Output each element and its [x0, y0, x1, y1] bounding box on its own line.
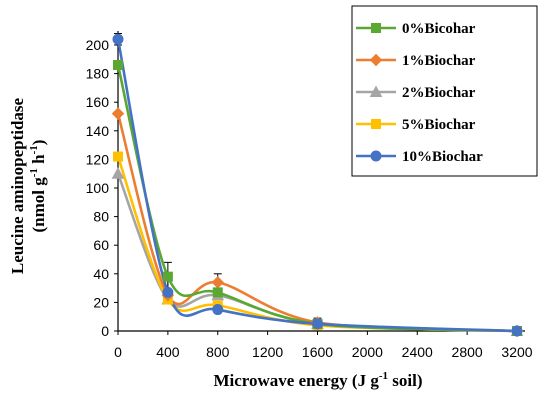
legend-label: 2%Biochar — [402, 85, 476, 101]
y-tick-label: 40 — [93, 266, 109, 282]
data-point — [212, 304, 224, 316]
y-axis-title-line2: (nmol g-1 h-1) — [28, 140, 48, 233]
data-point — [113, 151, 123, 162]
y-tick-label: 0 — [101, 323, 109, 339]
y-tick-labels: 0 20 40 60 80 100 120 140 160 180 200 — [86, 37, 110, 339]
y-axis-title: Leucine aminopeptidase (nmol g-1 h-1) — [8, 97, 48, 274]
data-point — [212, 287, 223, 298]
y-axis-title-line1: Leucine aminopeptidase — [8, 97, 27, 274]
x-tick-label: 1600 — [302, 344, 333, 360]
y-tick-label: 140 — [86, 123, 110, 139]
x-tick-label: 2400 — [402, 344, 433, 360]
series-markers — [111, 33, 524, 338]
data-point — [112, 33, 124, 45]
legend-label: 10%Biochar — [402, 149, 483, 165]
y-tick-label: 20 — [93, 294, 109, 310]
x-tick-label: 2800 — [452, 344, 483, 360]
data-point — [113, 60, 123, 71]
x-tick-label: 3200 — [501, 344, 532, 360]
legend-swatch-marker — [369, 85, 383, 97]
data-point — [162, 271, 173, 282]
y-tick-label: 80 — [93, 209, 109, 225]
series-line — [116, 173, 518, 333]
y-tick-label: 100 — [86, 180, 110, 196]
legend-swatch-marker — [370, 150, 382, 162]
data-point — [111, 107, 125, 120]
x-tick-label: 2000 — [352, 344, 383, 360]
data-point — [511, 325, 523, 337]
x-tick-label: 1200 — [252, 344, 283, 360]
x-tick-label: 400 — [156, 344, 180, 360]
legend-swatch-marker — [369, 53, 383, 67]
legend-swatch-marker — [371, 23, 381, 33]
y-tick-label: 160 — [86, 94, 110, 110]
y-tick-label: 60 — [93, 237, 109, 253]
legend-label: 5%Biochar — [402, 117, 476, 133]
x-tick-label: 800 — [206, 344, 230, 360]
x-axis-title: Microwave energy (J g-1 soil) — [213, 370, 422, 390]
data-point — [312, 318, 323, 330]
x-tick-label: 0 — [114, 344, 122, 360]
y-tick-label: 200 — [86, 37, 110, 53]
legend: 0%Bicohar 1%Biochar 2%Biochar 5%Biochar 10%B… — [351, 5, 538, 177]
data-point — [111, 167, 125, 179]
legend-label: 1%Biochar — [402, 53, 476, 69]
x-tick-labels: 0 400 800 1200 1600 2000 2400 2800 3200 — [114, 344, 533, 360]
y-tick-label: 120 — [86, 151, 110, 167]
data-point — [211, 276, 224, 289]
legend-swatch-marker — [371, 119, 381, 129]
legend-label: 0%Bicohar — [402, 21, 476, 37]
y-tick-label: 180 — [86, 66, 110, 82]
data-point — [162, 286, 174, 298]
